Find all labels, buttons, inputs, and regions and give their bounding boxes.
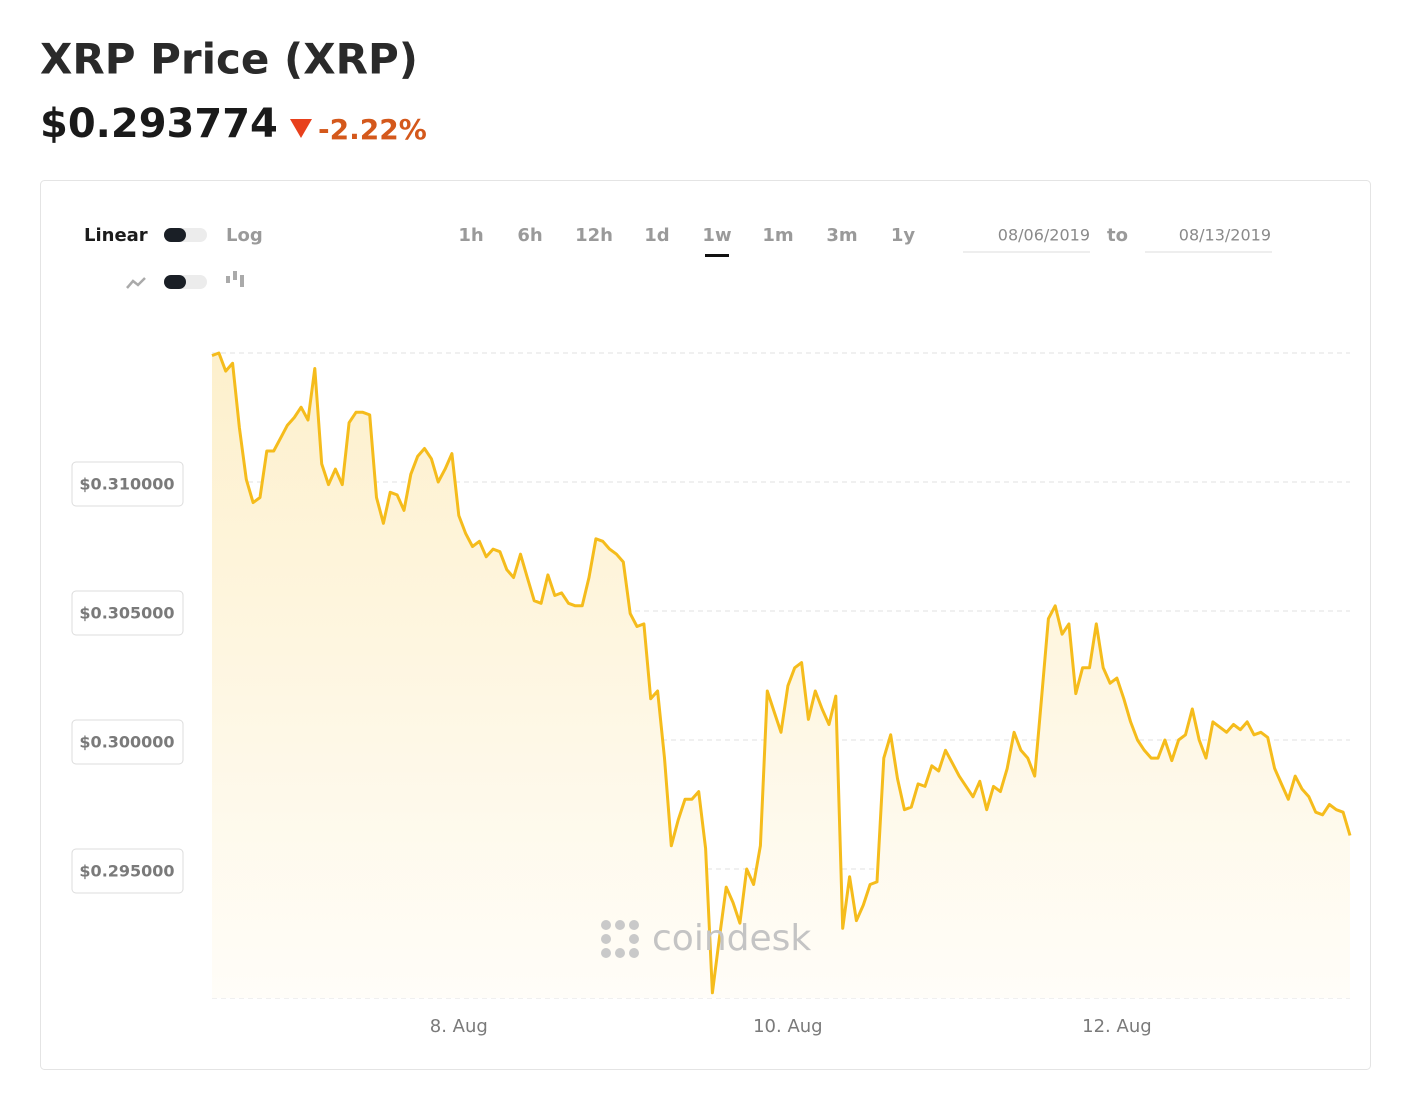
range-button[interactable]: 1d [644, 225, 669, 246]
watermark: coindesk [652, 918, 811, 959]
y-tick-label: $0.300000 [79, 733, 174, 752]
x-tick-label: 8. Aug [430, 1016, 488, 1037]
watermark-icon [601, 920, 639, 958]
toggle-knob [164, 228, 186, 242]
range-button[interactable]: 1m [762, 225, 793, 246]
down-arrow [290, 119, 312, 138]
linear-label[interactable]: Linear [84, 225, 148, 246]
range-button[interactable]: 1w [702, 225, 731, 246]
price-line [211, 351, 1352, 995]
price-change: -2.22% [318, 113, 427, 146]
date-separator: to [1107, 225, 1128, 246]
y-tick-box [71, 461, 184, 507]
y-tick-label: $0.305000 [79, 604, 174, 623]
toggle-knob [164, 275, 186, 289]
y-tick-box [71, 848, 184, 894]
range-button[interactable]: 6h [517, 225, 542, 246]
date-to[interactable]: 08/13/2019 [1179, 226, 1271, 245]
range-button[interactable]: 12h [575, 225, 613, 246]
log-label[interactable]: Log [226, 225, 263, 246]
range-button[interactable]: 1y [891, 225, 916, 246]
line-icon [126, 277, 146, 289]
page-title: XRP Price (XRP) [40, 35, 418, 84]
range-button[interactable]: 1h [458, 225, 483, 246]
range-selected [705, 254, 729, 257]
price: $0.293774 [40, 101, 278, 147]
date-from[interactable]: 08/06/2019 [998, 226, 1090, 245]
x-tick-label: 10. Aug [753, 1016, 823, 1037]
x-tick-label: 12. Aug [1082, 1016, 1152, 1037]
candle-icon [226, 271, 244, 287]
area [212, 353, 1350, 998]
y-tick-box [71, 590, 184, 636]
range-button[interactable]: 3m [826, 225, 857, 246]
y-tick-box [71, 719, 184, 765]
y-tick-label: $0.310000 [79, 475, 174, 494]
y-tick-label: $0.295000 [79, 862, 174, 881]
